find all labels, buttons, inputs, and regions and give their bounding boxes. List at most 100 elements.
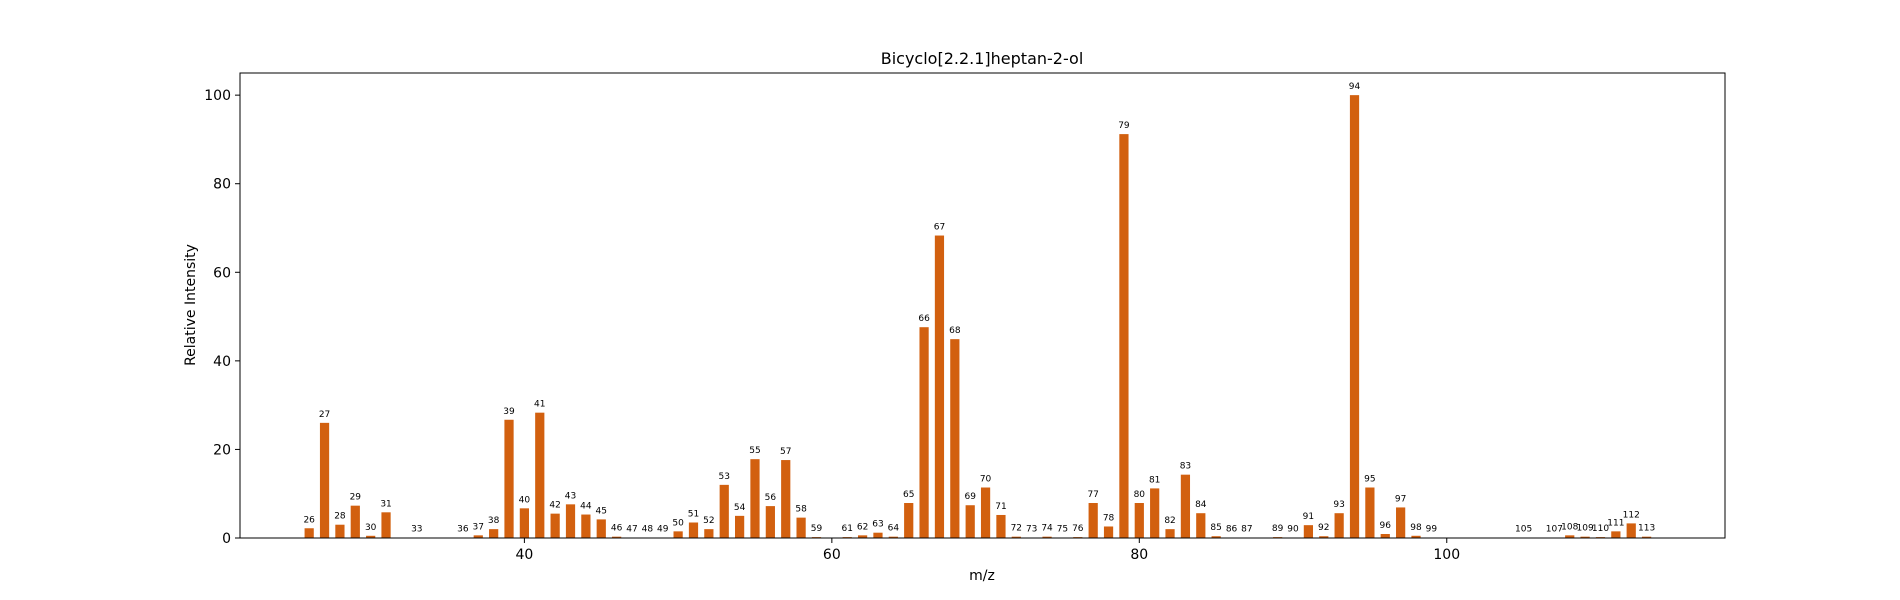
bar-label-mz-52: 52	[703, 516, 714, 526]
y-tick-label-0: 0	[222, 531, 231, 547]
bar-label-mz-39: 39	[503, 407, 515, 417]
bar-mz-67	[934, 235, 945, 538]
bar-label-mz-33: 33	[411, 525, 422, 535]
x-axis: 40 60 80 100	[515, 538, 1460, 563]
bar-mz-79	[1119, 134, 1129, 539]
bar-mz-53	[719, 484, 729, 538]
bar-mz-55	[750, 459, 760, 538]
bar-label-mz-91: 91	[1303, 512, 1314, 522]
bar-mz-113	[1641, 536, 1652, 538]
bar-mz-95	[1365, 487, 1375, 538]
bar-labels: 26 27 28 29 30 31 33 36 37 38 39 40 41 42 43 44 45 46 47 48…	[303, 82, 1655, 534]
bar-label-mz-111: 111	[1607, 518, 1624, 528]
bar-label-mz-30: 30	[365, 523, 377, 533]
bar-label-mz-71: 71	[995, 502, 1006, 512]
bar-label-mz-81: 81	[1149, 475, 1160, 485]
bar-label-mz-40: 40	[519, 495, 531, 505]
bar-label-mz-53: 53	[719, 472, 730, 482]
bar-label-mz-109: 109	[1577, 524, 1594, 534]
bar-label-mz-87: 87	[1241, 525, 1252, 535]
bar-label-mz-73: 73	[1026, 525, 1037, 535]
bar-mz-93	[1334, 513, 1344, 538]
x-tick-label-40: 40	[515, 547, 533, 563]
x-axis-label: m/z	[969, 568, 995, 584]
bar-label-mz-90: 90	[1287, 525, 1299, 535]
bar-mz-83	[1180, 474, 1191, 538]
bar-label-mz-79: 79	[1118, 121, 1130, 131]
bar-label-mz-99: 99	[1426, 525, 1438, 535]
bar-label-mz-62: 62	[857, 522, 868, 532]
bar-mz-41	[535, 412, 545, 538]
bar-label-mz-98: 98	[1410, 523, 1422, 533]
bar-label-mz-38: 38	[488, 516, 500, 526]
bar-label-mz-67: 67	[934, 223, 945, 233]
bar-mz-65	[904, 503, 914, 538]
bar-mz-62	[857, 535, 868, 538]
plot-frame	[239, 72, 1726, 539]
bar-label-mz-95: 95	[1364, 475, 1375, 485]
bar-mz-30	[366, 535, 376, 538]
bar-mz-71	[996, 514, 1006, 538]
bar-label-mz-85: 85	[1210, 523, 1221, 533]
bar-label-mz-65: 65	[903, 490, 914, 500]
bar-mz-77	[1088, 503, 1098, 538]
bar-mz-81	[1150, 488, 1160, 538]
bar-label-mz-76: 76	[1072, 524, 1084, 534]
bar-label-mz-28: 28	[334, 512, 346, 522]
bar-label-mz-36: 36	[457, 525, 469, 535]
bar-mz-66	[919, 327, 929, 538]
bar-mz-50	[673, 531, 683, 538]
bar-label-mz-82: 82	[1164, 516, 1175, 526]
bar-label-mz-112: 112	[1623, 510, 1640, 520]
bar-mz-39	[504, 419, 514, 538]
y-tick-label-100: 100	[204, 88, 231, 104]
bar-mz-97	[1396, 507, 1406, 538]
bar-label-mz-97: 97	[1395, 494, 1406, 504]
y-tick-label-20: 20	[213, 442, 231, 458]
bar-mz-91	[1303, 525, 1314, 538]
bar-label-mz-75: 75	[1057, 525, 1068, 535]
bar-mz-98	[1411, 535, 1421, 538]
bar-label-mz-83: 83	[1180, 462, 1191, 472]
bar-label-mz-86: 86	[1226, 525, 1238, 535]
bar-label-mz-64: 64	[888, 524, 900, 534]
bar-mz-37	[473, 535, 483, 538]
bar-mz-45	[596, 519, 606, 538]
bar-label-mz-61: 61	[841, 524, 852, 534]
bar-mz-31	[381, 512, 391, 538]
bar-label-mz-31: 31	[380, 499, 391, 509]
bar-mz-74	[1042, 536, 1052, 538]
bar-label-mz-69: 69	[964, 492, 976, 502]
bar-mz-111	[1611, 531, 1621, 538]
bar-series	[304, 95, 1652, 539]
bar-mz-54	[735, 515, 745, 538]
bar-mz-51	[688, 522, 699, 538]
bar-label-mz-51: 51	[688, 510, 699, 520]
x-tick-label-60: 60	[823, 547, 841, 563]
bar-label-mz-110: 110	[1592, 524, 1609, 534]
bar-label-mz-66: 66	[918, 314, 930, 324]
bar-label-mz-49: 49	[657, 525, 669, 535]
bar-mz-57	[781, 460, 791, 538]
bar-label-mz-57: 57	[780, 447, 791, 457]
bar-mz-69	[965, 505, 975, 538]
bar-label-mz-80: 80	[1134, 490, 1146, 500]
bar-mz-84	[1196, 513, 1206, 538]
y-axis-label: Relative Intensity	[183, 244, 199, 366]
bar-mz-26	[304, 528, 314, 538]
bar-label-mz-74: 74	[1041, 524, 1053, 534]
bar-label-mz-44: 44	[580, 502, 592, 512]
bar-label-mz-108: 108	[1561, 522, 1578, 532]
bar-mz-58	[796, 517, 806, 538]
bar-label-mz-27: 27	[319, 410, 330, 420]
bar-mz-63	[873, 532, 883, 538]
bar-mz-78	[1103, 526, 1114, 538]
y-tick-label-80: 80	[213, 177, 231, 193]
bar-mz-108	[1565, 535, 1575, 538]
bar-label-mz-37: 37	[473, 522, 484, 532]
bar-mz-92	[1319, 536, 1329, 538]
bar-label-mz-56: 56	[765, 493, 777, 503]
bar-mz-70	[980, 487, 991, 538]
bar-label-mz-47: 47	[626, 525, 637, 535]
